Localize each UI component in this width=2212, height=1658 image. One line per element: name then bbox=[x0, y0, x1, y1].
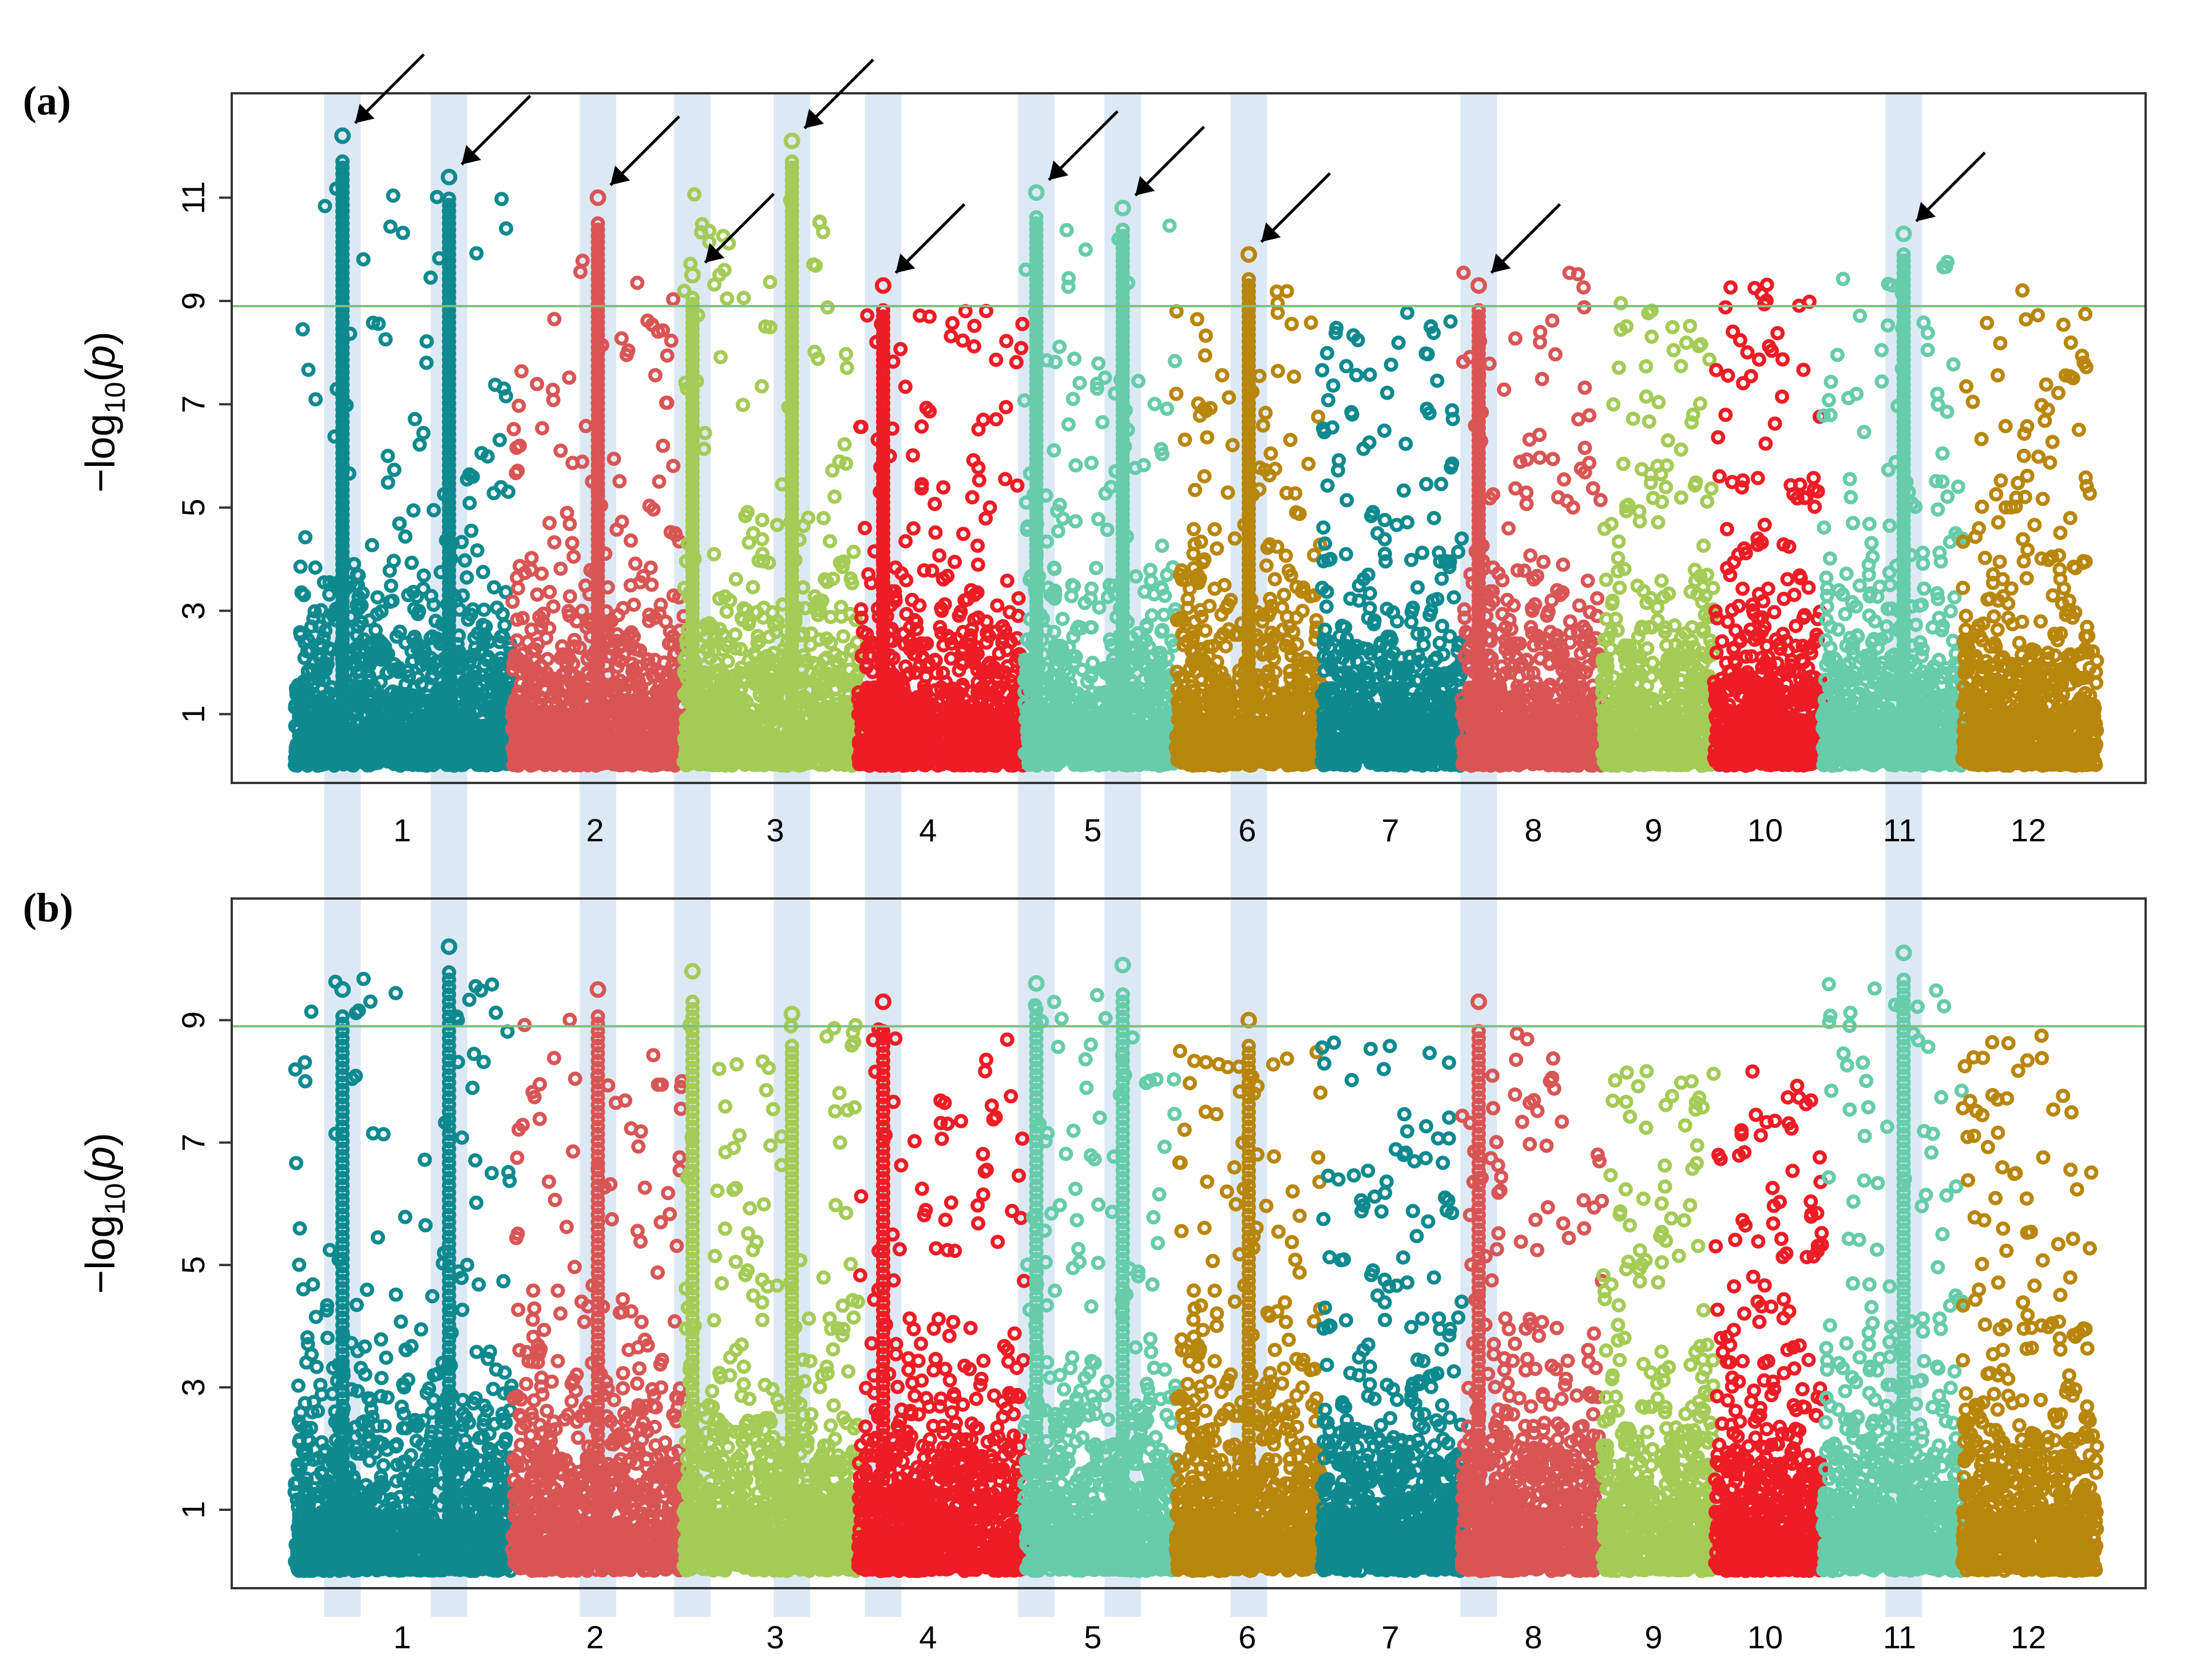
x-tick-label-chr10: 10 bbox=[1747, 1619, 1783, 1655]
ylabel-prefix: −log bbox=[78, 1215, 124, 1294]
ylabel-close: ) bbox=[78, 1133, 124, 1146]
panel-a-y-ticks: 1 3 5 7 9 11 bbox=[175, 181, 232, 723]
y-tick-label: 5 bbox=[175, 498, 211, 516]
x-tick-label-chr1: 1 bbox=[393, 1619, 411, 1655]
ylabel-sub: 10 bbox=[99, 382, 131, 414]
x-tick-label-chr4: 4 bbox=[919, 1619, 937, 1655]
peak-column-4 bbox=[687, 996, 697, 1557]
x-tick-label-chr3: 3 bbox=[766, 812, 784, 848]
chromosome-12-points bbox=[1957, 1031, 2102, 1576]
chromosome-10-points bbox=[1709, 280, 1828, 771]
y-tick-label: 9 bbox=[175, 292, 211, 310]
peak-column-8 bbox=[1117, 224, 1128, 755]
y-tick-label: 3 bbox=[175, 602, 211, 620]
y-tick-label: 7 bbox=[175, 1134, 211, 1152]
ylabel-var: p bbox=[78, 1146, 124, 1170]
y-tick-label: 1 bbox=[175, 1501, 211, 1518]
y-tick-label: 11 bbox=[175, 181, 211, 214]
ylabel-close: ) bbox=[78, 331, 124, 345]
chromosome-12-points bbox=[1957, 286, 2102, 771]
x-tick-label-chr7: 7 bbox=[1381, 812, 1399, 848]
y-tick-label: 9 bbox=[175, 1011, 211, 1029]
x-tick-label-chr9: 9 bbox=[1644, 1619, 1662, 1655]
x-tick-label-chr5: 5 bbox=[1084, 812, 1101, 848]
ylabel-var: p bbox=[78, 345, 124, 369]
peak-column-10 bbox=[1473, 1026, 1484, 1558]
panel-b-y-ticks: 1 3 5 7 9 bbox=[175, 1011, 232, 1519]
panel-b-x-ticks: 1 2 3 4 5 6 7 8 9 10 11 12 bbox=[393, 1619, 2046, 1655]
peak-column-9 bbox=[1244, 1040, 1254, 1557]
peak-column-2 bbox=[444, 967, 454, 1558]
chromosome-7-points bbox=[1317, 307, 1467, 771]
x-tick-label-chr11: 11 bbox=[1883, 812, 1916, 848]
x-tick-label-chr7: 7 bbox=[1381, 1619, 1399, 1655]
peak-column-5 bbox=[787, 1040, 797, 1557]
peak-column-1 bbox=[338, 1011, 348, 1558]
peak-column-9 bbox=[1244, 274, 1254, 755]
x-tick-label-chr6: 6 bbox=[1238, 1619, 1256, 1655]
x-tick-label-chr11: 11 bbox=[1883, 1619, 1916, 1655]
y-tick-label: 5 bbox=[175, 1256, 211, 1274]
x-tick-label-chr6: 6 bbox=[1238, 812, 1256, 848]
panel-b-label: (b) bbox=[23, 885, 73, 931]
ylabel-open: ( bbox=[78, 1169, 124, 1183]
x-tick-label-chr2: 2 bbox=[586, 812, 604, 848]
x-tick-label-chr12: 12 bbox=[2011, 812, 2046, 848]
y-tick-label: 3 bbox=[175, 1379, 211, 1396]
x-tick-label-chr12: 12 bbox=[2011, 1619, 2046, 1655]
x-tick-label-chr9: 9 bbox=[1644, 812, 1662, 848]
x-tick-label-chr5: 5 bbox=[1084, 1619, 1101, 1655]
x-tick-label-chr3: 3 bbox=[766, 1619, 784, 1655]
peak-column-7 bbox=[1031, 212, 1041, 755]
ylabel-sub: 10 bbox=[99, 1183, 131, 1215]
panel-b-points bbox=[290, 940, 2102, 1576]
y-tick-label: 1 bbox=[175, 705, 211, 723]
panel-a-label: (a) bbox=[23, 78, 71, 124]
chromosome-1-points bbox=[290, 184, 517, 771]
chromosome-1-points bbox=[290, 974, 517, 1576]
chromosome-9-points bbox=[1597, 1066, 1719, 1576]
peak-column-11 bbox=[1898, 250, 1909, 755]
peak-column-6 bbox=[878, 1026, 889, 1558]
x-tick-label-chr1: 1 bbox=[393, 812, 411, 848]
x-tick-label-chr8: 8 bbox=[1524, 1619, 1542, 1655]
x-tick-label-chr2: 2 bbox=[586, 1619, 604, 1655]
y-tick-label: 7 bbox=[175, 395, 211, 413]
panel-a-points bbox=[290, 129, 2102, 771]
x-tick-label-chr10: 10 bbox=[1747, 812, 1783, 848]
panel-b-ylabel: −log10(p) bbox=[78, 1133, 131, 1294]
panel-a-x-ticks: 1 2 3 4 5 6 7 8 9 10 11 12 bbox=[393, 812, 2046, 848]
ylabel-prefix: −log bbox=[78, 414, 124, 493]
x-tick-label-chr8: 8 bbox=[1524, 812, 1542, 848]
ylabel-open: ( bbox=[78, 368, 124, 382]
peak-column-3 bbox=[593, 1011, 603, 1558]
chromosome-10-points bbox=[1710, 1066, 1828, 1576]
panel-a-ylabel: −log10(p) bbox=[78, 331, 131, 493]
x-tick-label-chr4: 4 bbox=[919, 812, 937, 848]
chromosome-7-points bbox=[1317, 1038, 1467, 1576]
chromosome-9-points bbox=[1597, 298, 1719, 771]
